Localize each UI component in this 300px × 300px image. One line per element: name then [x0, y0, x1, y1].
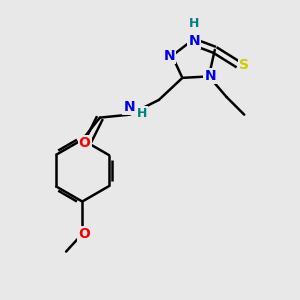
Text: H: H [189, 17, 200, 30]
Text: N: N [205, 69, 216, 83]
Text: S: S [238, 58, 249, 72]
Text: N: N [124, 100, 135, 114]
Text: O: O [79, 136, 91, 150]
Text: N: N [163, 49, 175, 63]
Text: N: N [188, 34, 200, 48]
Text: H: H [136, 107, 147, 120]
Text: O: O [78, 227, 90, 241]
